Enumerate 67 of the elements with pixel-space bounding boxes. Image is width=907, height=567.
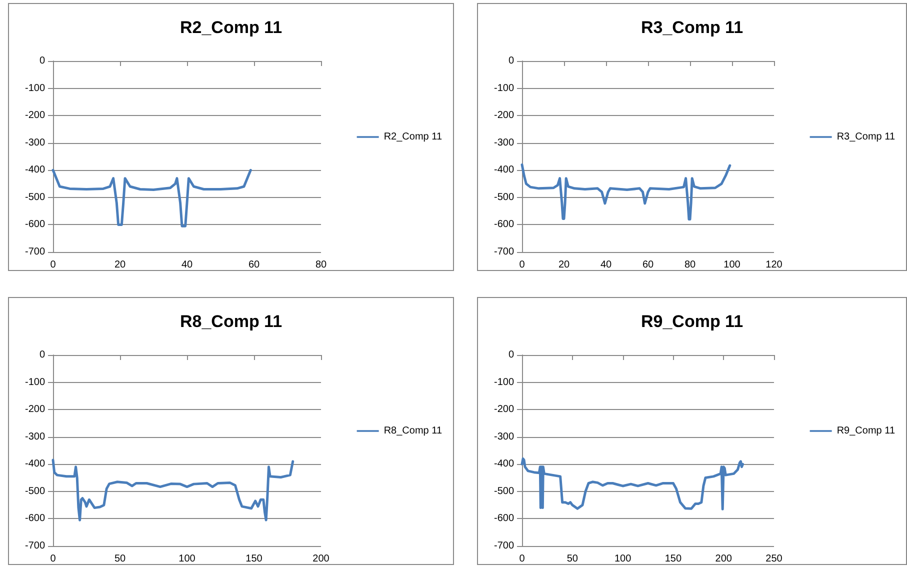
y-tick-label: -600 xyxy=(494,219,514,230)
y-tick-label: -600 xyxy=(24,513,46,524)
y-tick-label: -100 xyxy=(24,376,46,388)
y-tick-label: -200 xyxy=(494,404,514,416)
y-tick-label: -200 xyxy=(494,110,514,122)
y-tick-label: -400 xyxy=(494,458,514,470)
y-tick-label: -700 xyxy=(494,540,514,552)
x-tick-label: 0 xyxy=(50,260,56,270)
y-tick-label: -700 xyxy=(24,540,46,552)
line-series xyxy=(520,457,744,510)
x-tick-label: 20 xyxy=(114,260,126,270)
x-tick-label: 150 xyxy=(664,554,682,564)
x-tick-label: 200 xyxy=(312,554,330,564)
y-tick-label: 0 xyxy=(508,350,514,360)
chart-title: R2_Comp 11 xyxy=(180,18,282,37)
y-tick-label: -400 xyxy=(494,164,514,176)
y-tick-label: -400 xyxy=(24,164,46,176)
y-tick-label: -300 xyxy=(494,137,514,148)
line-series xyxy=(52,168,252,228)
x-tick-label: 0 xyxy=(519,260,526,270)
x-tick-label: 100 xyxy=(724,260,741,270)
x-tick-label: 0 xyxy=(50,554,56,564)
x-tick-label: 150 xyxy=(246,554,263,564)
x-tick-label: 250 xyxy=(766,554,783,564)
x-tick-label: 80 xyxy=(684,260,696,270)
x-tick-label: 40 xyxy=(181,260,193,270)
x-tick-label: 20 xyxy=(558,260,570,270)
x-tick-label: 100 xyxy=(614,554,632,564)
x-tick-label: 50 xyxy=(566,554,578,564)
chart-title: R9_Comp 11 xyxy=(640,312,744,331)
x-tick-label: 120 xyxy=(766,260,783,270)
line-series xyxy=(520,163,732,221)
y-tick-label: -500 xyxy=(24,486,46,497)
y-tick-label: -600 xyxy=(494,513,514,524)
y-tick-label: -700 xyxy=(494,246,514,258)
y-tick-label: -100 xyxy=(494,82,514,94)
y-tick-label: -200 xyxy=(24,404,46,416)
y-tick-label: -500 xyxy=(494,192,514,203)
x-tick-label: 40 xyxy=(600,260,612,270)
y-tick-label: 0 xyxy=(39,56,46,66)
y-tick-label: -100 xyxy=(24,82,46,94)
y-tick-label: -700 xyxy=(24,246,46,258)
x-tick-label: 50 xyxy=(114,554,126,564)
x-tick-label: 100 xyxy=(178,554,196,564)
y-tick-label: 0 xyxy=(508,56,514,66)
x-tick-label: 80 xyxy=(315,260,327,270)
line-series xyxy=(52,458,294,522)
legend-label: R8_Comp 11 xyxy=(384,426,442,436)
y-tick-label: -300 xyxy=(24,137,46,148)
x-tick-label: 0 xyxy=(519,554,526,564)
legend-label: R2_Comp 11 xyxy=(384,132,442,142)
x-tick-label: 60 xyxy=(642,260,654,270)
y-tick-label: -300 xyxy=(24,431,46,442)
y-tick-label: -100 xyxy=(494,376,514,388)
x-tick-label: 60 xyxy=(248,260,260,270)
chart-title: R8_Comp 11 xyxy=(180,312,282,331)
legend-label: R9_Comp 11 xyxy=(836,426,896,436)
y-tick-label: -200 xyxy=(24,110,46,122)
y-tick-label: -400 xyxy=(24,458,46,470)
y-tick-label: -600 xyxy=(24,219,46,230)
legend-label: R3_Comp 11 xyxy=(836,132,896,142)
y-tick-label: -500 xyxy=(24,192,46,203)
chart-title: R3_Comp 11 xyxy=(640,18,744,37)
y-tick-label: -300 xyxy=(494,431,514,442)
y-tick-label: 0 xyxy=(39,350,46,360)
x-tick-label: 200 xyxy=(715,554,732,564)
y-tick-label: -500 xyxy=(494,486,514,497)
